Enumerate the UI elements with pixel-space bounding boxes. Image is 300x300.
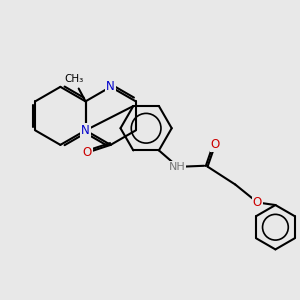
Text: O: O <box>253 196 262 209</box>
Text: N: N <box>106 80 115 93</box>
Text: CH₃: CH₃ <box>64 74 83 84</box>
Text: N: N <box>81 124 90 137</box>
Text: O: O <box>211 138 220 151</box>
Text: NH: NH <box>169 162 185 172</box>
Text: O: O <box>82 146 92 159</box>
